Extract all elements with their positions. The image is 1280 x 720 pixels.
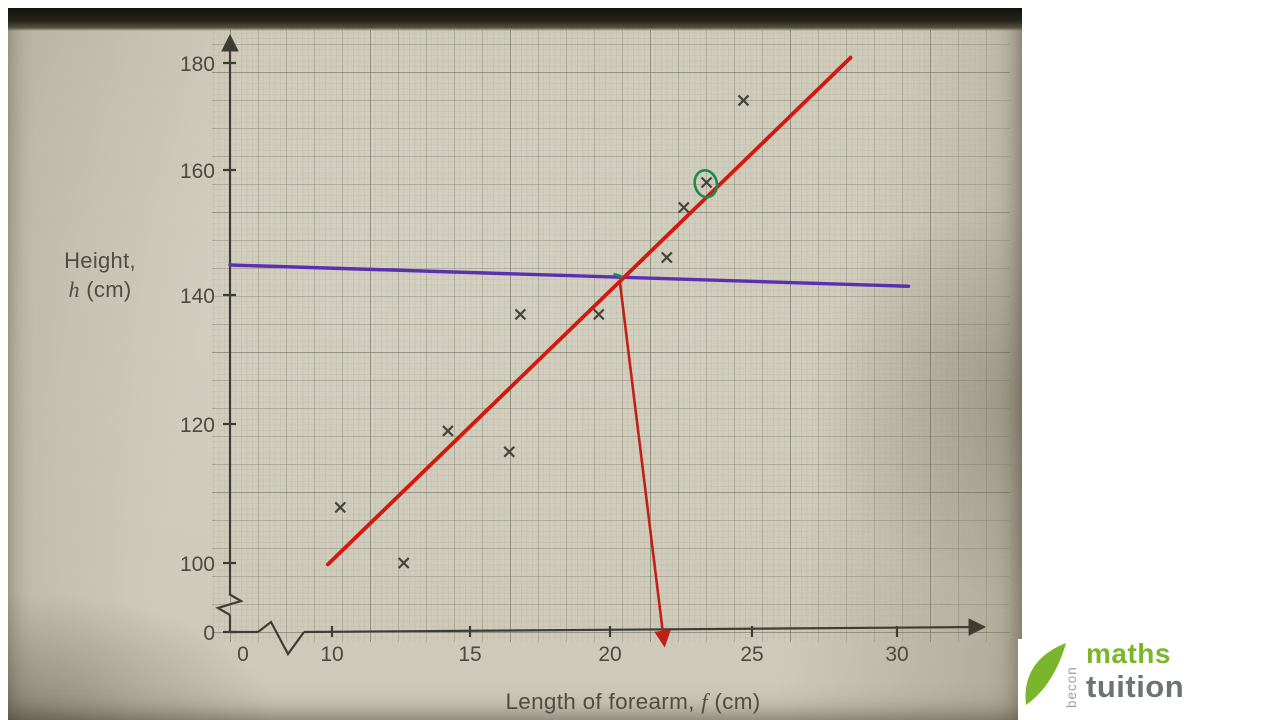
data-point-cross <box>503 446 515 458</box>
data-point-cross <box>442 425 454 437</box>
drop-arrow <box>618 282 672 648</box>
becon-maths-tuition-logo: becon maths tuition <box>1018 639 1280 720</box>
y-axis-unit: (cm) <box>79 277 132 303</box>
x-axis-unit: (cm) <box>707 689 761 714</box>
x-tick-label: 10 <box>320 643 343 666</box>
x-axis-title: Length of forearm, f (cm) <box>460 689 806 715</box>
data-point-cross <box>661 251 673 264</box>
x-tick-label: 30 <box>885 643 908 666</box>
y-axis-title: Height, h (cm) <box>48 246 152 304</box>
data-point-cross <box>397 557 410 569</box>
photo-top-edge <box>8 8 1022 31</box>
data-point-cross <box>678 201 690 214</box>
logo-tuition-text: tuition <box>1086 669 1185 704</box>
y-tick-label: 120 <box>180 414 215 437</box>
data-point-cross <box>334 501 347 514</box>
x-tick-label: 25 <box>740 643 763 666</box>
x-axis-variable: f <box>701 689 708 714</box>
x-tick-label: 0 <box>237 643 249 666</box>
logo-wordmark: maths tuition <box>1086 638 1185 704</box>
data-point-cross <box>700 176 713 189</box>
y-tick-label: 0 <box>203 622 215 645</box>
y-tick-label: 180 <box>180 53 215 76</box>
x-axis <box>303 618 987 636</box>
reading-line <box>228 263 911 288</box>
scatter-graph: 0 100 120 140 160 180 0 10 15 20 25 30 <box>180 30 1010 666</box>
y-axis-variable: h <box>68 277 80 303</box>
green-circle-annotation <box>693 169 719 199</box>
x-axis-break <box>257 620 305 657</box>
y-tick-label: 100 <box>180 553 215 576</box>
intersection-mark <box>613 272 623 279</box>
best-fit-line <box>326 55 853 567</box>
x-tick-label: 15 <box>458 643 481 666</box>
grid-paper <box>212 30 1010 642</box>
data-point-cross <box>514 308 527 321</box>
logo-maths-text: maths <box>1086 638 1171 669</box>
y-tick-label: 140 <box>180 285 215 308</box>
y-axis-title-line1: Height, <box>64 248 136 273</box>
textbook-photo: 0 100 120 140 160 180 0 10 15 20 25 30 Height, h (c… <box>8 8 1022 720</box>
data-point-cross <box>593 308 605 321</box>
y-axis-break <box>215 593 244 616</box>
x-tick-label: 20 <box>598 643 621 666</box>
y-tick-label: 160 <box>180 160 215 183</box>
leaf-icon <box>1025 643 1066 705</box>
x-axis-title-text: Length of forearm, <box>505 689 702 714</box>
data-point-cross <box>737 94 750 107</box>
logo-becon-text: becon <box>1064 666 1079 708</box>
